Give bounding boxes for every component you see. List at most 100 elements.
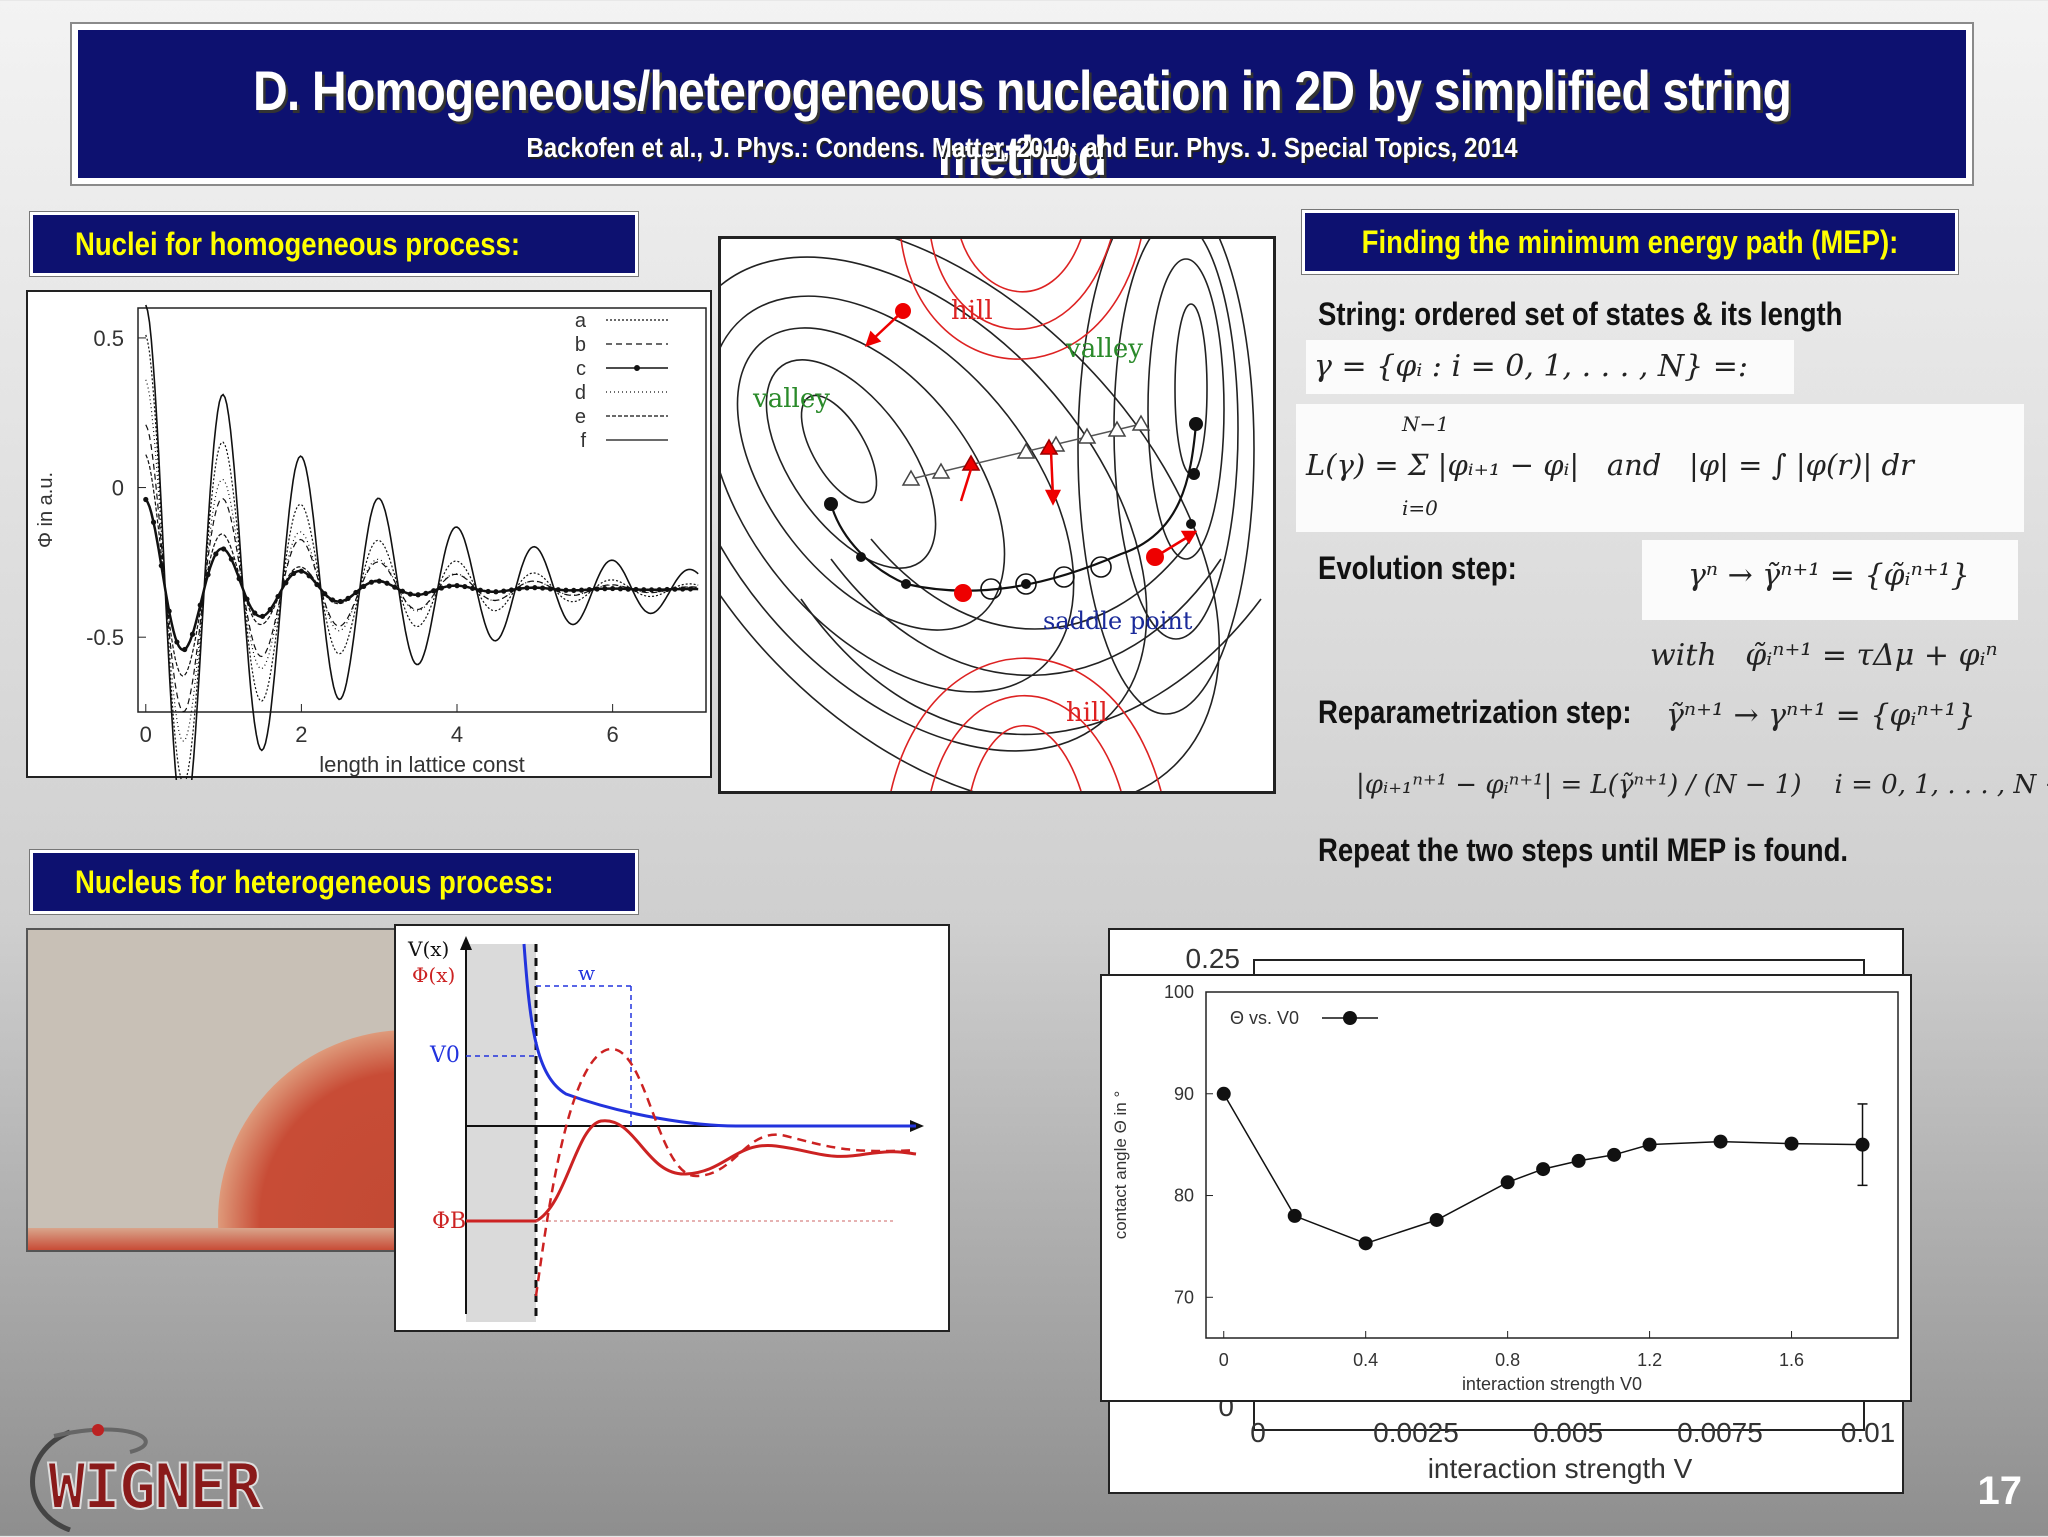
data-point: [1216, 1086, 1231, 1101]
label-valley-left: valley: [752, 384, 830, 414]
label-phib: ΦB: [432, 1209, 466, 1234]
valley-right-contours: [1077, 239, 1255, 715]
string-line-text: String: ordered set of states & its leng…: [1318, 296, 1843, 332]
wall-potential-diagram: V(x) Φ(x) V0 ΦB w: [394, 924, 950, 1332]
substrate-layer: [28, 1228, 414, 1250]
string-line: String: ordered set of states & its leng…: [1318, 296, 2018, 333]
profile-point-c: [189, 631, 196, 637]
label-vx: V(x): [407, 937, 449, 961]
profile-point-c: [205, 572, 211, 578]
profile-point-c: [213, 551, 219, 557]
background-angle-svg: 0.25 0 0 0.0025 0.005 0.0075 0.01 interaction s…: [1186, 943, 1896, 1484]
x-tick-label: 0: [1219, 1350, 1229, 1370]
reparam-label: Reparametrization step:: [1318, 694, 1683, 731]
profile-point-c: [220, 546, 227, 552]
reparam-condition: |φᵢ₊₁ⁿ⁺¹ − φᵢⁿ⁺¹| = L(γ̃ⁿ⁺¹) / (N − 1) i…: [1356, 770, 2048, 800]
header-mep: Finding the minimum energy path (MEP):: [1302, 210, 1958, 274]
series-line: [1223, 1093, 1863, 1245]
nuclei-profile-svg: 0 2 4 6 0.5 0 -0.5 length in lattice const Φ in …: [35, 304, 707, 826]
x-tick-label: 0.8: [1495, 1350, 1520, 1370]
header-heterogeneous-label: Nucleus for heterogeneous process:: [75, 863, 554, 900]
force-arrows: [865, 310, 1198, 559]
x-tick-label: 4: [451, 722, 463, 747]
repeat-note-text: Repeat the two steps until MEP is found.: [1318, 832, 1849, 868]
y-axis-label: contact angle Θ in °: [1111, 1091, 1130, 1240]
bg-y-tick-top: 0.25: [1186, 943, 1241, 974]
repeat-note: Repeat the two steps until MEP is found.: [1318, 832, 1934, 869]
data-point: [1642, 1137, 1657, 1152]
logo-wordmark: WIGNER: [48, 1450, 263, 1523]
profile-point-c: [563, 587, 569, 593]
initial-string-markers: [901, 414, 1151, 486]
legend-label: e: [575, 406, 586, 428]
reparam-equation: γ̃ⁿ⁺¹ → γⁿ⁺¹ = {φᵢⁿ⁺¹}: [1666, 698, 1976, 733]
data-point: [1429, 1212, 1444, 1227]
header-homogeneous-label: Nuclei for homogeneous process:: [75, 225, 520, 262]
legend-label: b: [575, 334, 586, 356]
header-heterogeneous: Nucleus for heterogeneous process:: [30, 850, 638, 914]
plot-frame: [1205, 991, 1899, 1339]
profile-point-c: [267, 606, 273, 613]
bg-x-tick-label: 0: [1250, 1417, 1266, 1448]
nucleus-droplet: [218, 1030, 414, 1250]
saddle-contours: [800, 538, 1262, 736]
label-hill-top: hill: [951, 296, 993, 326]
sum-upper: N−1: [1402, 412, 1449, 436]
legend-label: Θ vs. V0: [1230, 1008, 1299, 1028]
bg-x-axis-label: interaction strength V: [1428, 1453, 1693, 1484]
length-definition: N−1 i=0 L(γ) = Σ |φᵢ₊₁ − φᵢ| and |φ| = ∫…: [1296, 404, 2024, 532]
legend-label: f: [580, 430, 586, 452]
x-axis-label: length in lattice const: [319, 752, 524, 777]
profile-point-c: [532, 585, 538, 591]
contact-angle-chart: 0 0.4 0.8 1.2 1.6 100 90 80 70 interaction streng…: [1100, 974, 1912, 1402]
label-valley-right: valley: [1065, 334, 1143, 364]
profile-point-c: [182, 646, 188, 653]
label-saddle: saddle point: [1043, 607, 1193, 635]
profile-point-c: [376, 578, 382, 584]
wall-potential-svg: V(x) Φ(x) V0 ΦB w: [407, 936, 924, 1322]
profile-point-c: [368, 579, 375, 585]
nuclei-profile-chart: 0 2 4 6 0.5 0 -0.5 length in lattice const Φ in …: [26, 290, 712, 826]
evolution-with: with φ̃ᵢⁿ⁺¹ = τΔμ + φᵢⁿ: [1650, 638, 1998, 673]
header-mep-label: Finding the minimum energy path (MEP):: [1361, 223, 1899, 260]
profile-point-c: [664, 586, 670, 593]
energy-landscape: hill valley valley saddle point hill: [718, 236, 1276, 794]
reparam-label-text: Reparametrization step:: [1318, 694, 1632, 730]
data-point: [1784, 1136, 1799, 1151]
x-tick-label: 1.2: [1637, 1350, 1662, 1370]
bg-x-tick-label: 0.005: [1533, 1417, 1603, 1448]
profile-curve-c: [144, 498, 699, 652]
y-tick-label: 90: [1174, 1084, 1194, 1104]
contact-angle-svg: 0 0.4 0.8 1.2 1.6 100 90 80 70 interaction streng…: [1111, 982, 1899, 1394]
legend-label: d: [575, 382, 586, 404]
profile-point-c: [438, 585, 445, 591]
profile-point-c: [586, 586, 592, 593]
mep-points: [824, 417, 1203, 589]
heterogeneous-nucleus-image: [26, 928, 416, 1252]
page-number: 17: [1977, 1469, 2023, 1513]
title-banner: D. Homogeneous/heterogeneous nucleation …: [72, 24, 1972, 187]
profile-point-c: [415, 592, 421, 598]
label-v0: V0: [429, 1043, 460, 1068]
profile-point-c: [291, 570, 297, 577]
profile-point-c: [228, 556, 234, 562]
data-point: [1358, 1236, 1373, 1251]
bg-x-tick-label: 0.01: [1841, 1417, 1896, 1448]
moving-string-markers: [961, 438, 1059, 471]
x-tick-label: 0: [140, 722, 152, 747]
plot-frame: [137, 307, 707, 713]
label-w: w: [578, 961, 595, 985]
y-tick-label: 0: [112, 476, 124, 501]
x-axis-label: interaction strength V0: [1462, 1374, 1642, 1394]
profile-point-c: [298, 568, 304, 574]
valley-left-contours: [721, 239, 1220, 791]
evolution-equation: γⁿ → γ̃ⁿ⁺¹ = {φ̃ᵢⁿ⁺¹}: [1688, 558, 1970, 593]
evolution-label-text: Evolution step:: [1318, 550, 1517, 586]
string-definition: γ = {φᵢ : i = 0, 1, . . . , N} =: {φᵢ}: [1306, 340, 1794, 438]
profile-point-c: [143, 496, 149, 503]
y-tick-label: 0.5: [93, 326, 124, 351]
profile-curve-a: [145, 334, 699, 784]
profile-point-c: [306, 573, 312, 579]
profile-point-c: [610, 585, 616, 592]
data-point: [1536, 1162, 1551, 1177]
